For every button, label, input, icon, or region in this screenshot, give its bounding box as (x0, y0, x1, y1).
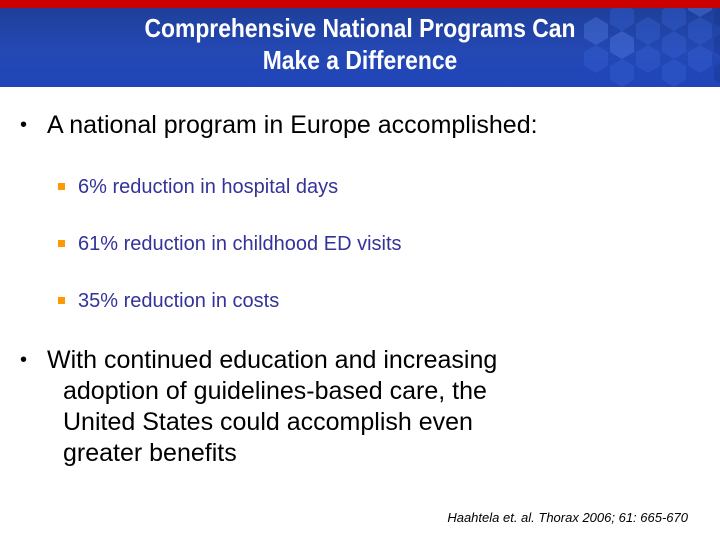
bullet-1: • A national program in Europe accomplis… (20, 110, 538, 141)
bullet-dot-icon: • (20, 349, 28, 371)
bullet-2-line-2: adoption of guidelines-based care, the (63, 377, 487, 405)
square-bullet-icon (58, 297, 65, 304)
bullet-2-line-1: With continued education and increasing (47, 346, 498, 374)
slide-title-line-1: Comprehensive National Programs Can (144, 13, 576, 43)
sub-bullet-1: 6% reduction in hospital days (58, 174, 338, 200)
top-accent-bar (0, 0, 720, 8)
bullet-2-line-3: United States could accomplish even (63, 408, 473, 436)
citation: Haahtela et. al. Thorax 2006; 61: 665-67… (447, 510, 688, 525)
sub-bullet-1-text: 6% reduction in hospital days (78, 176, 339, 198)
square-bullet-icon (58, 240, 65, 247)
bullet-2-line-4: greater benefits (63, 439, 237, 467)
hexagon-pattern-decoration (584, 8, 720, 87)
bullet-dot-icon: • (20, 114, 28, 136)
sub-bullet-2: 61% reduction in childhood ED visits (58, 231, 402, 257)
sub-bullet-3: 35% reduction in costs (58, 288, 279, 314)
sub-bullet-2-text: 61% reduction in childhood ED visits (78, 233, 402, 255)
sub-bullet-3-text: 35% reduction in costs (78, 290, 280, 312)
bullet-1-text: A national program in Europe accomplishe… (47, 111, 538, 139)
slide-title-line-2: Make a Difference (262, 45, 458, 75)
slide-title: Comprehensive National Programs Can Make… (43, 12, 677, 76)
slide-header: Comprehensive National Programs Can Make… (0, 8, 720, 87)
square-bullet-icon (58, 183, 65, 190)
bullet-2: • With continued education and increasin… (20, 345, 700, 469)
